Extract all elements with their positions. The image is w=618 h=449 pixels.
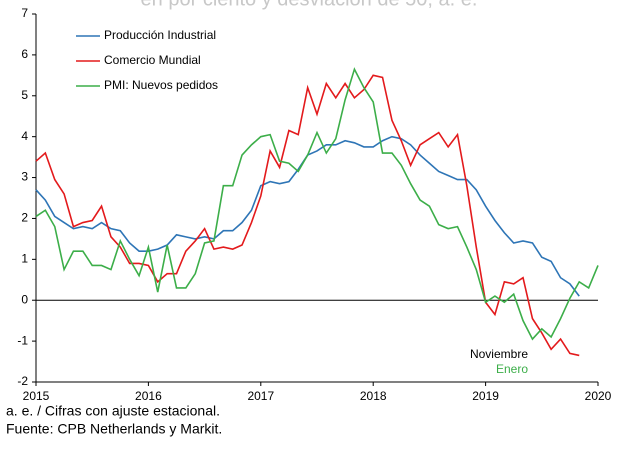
series-line <box>35 135 580 297</box>
note: Fuente: CPB Netherlands y Markit. <box>6 421 222 437</box>
y-tick-label: -1 <box>17 333 28 347</box>
y-tick-label: 1 <box>21 252 28 266</box>
x-tick-label: 2019 <box>472 389 499 403</box>
x-tick-label: 2020 <box>585 389 612 403</box>
y-tick-label: 4 <box>21 129 28 143</box>
y-tick-label: 7 <box>21 6 28 20</box>
legend-label: Comercio Mundial <box>104 53 201 67</box>
x-tick-label: 2016 <box>135 389 162 403</box>
y-tick-label: 3 <box>21 170 28 184</box>
x-tick-label: 2018 <box>360 389 387 403</box>
y-tick-label: 6 <box>21 47 28 61</box>
x-tick-label: 2015 <box>23 389 50 403</box>
series-line <box>35 74 580 357</box>
y-tick-label: 5 <box>21 88 28 102</box>
annotation: Noviembre <box>470 347 528 361</box>
chart-title: en por ciento y desviación de 50, a. e. <box>141 0 478 10</box>
note: a. e. / Cifras con ajuste estacional. <box>6 403 220 419</box>
y-tick-label: -2 <box>17 374 28 388</box>
y-tick-label: 0 <box>21 292 28 306</box>
y-tick-label: 2 <box>21 211 28 225</box>
legend-label: PMI: Nuevos pedidos <box>104 78 218 92</box>
series-line <box>35 67 599 341</box>
x-tick-label: 2017 <box>247 389 274 403</box>
legend-label: Producción Industrial <box>104 28 216 42</box>
annotation: Enero <box>496 362 528 376</box>
